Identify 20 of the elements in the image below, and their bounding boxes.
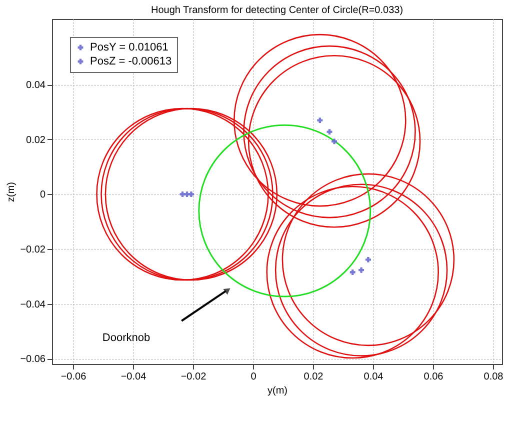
y-tick-label: 0 bbox=[40, 190, 46, 201]
x-tick-label: 0.02 bbox=[304, 372, 324, 382]
x-tick-label: 0.06 bbox=[424, 372, 444, 382]
x-tick-label: 0.04 bbox=[364, 372, 384, 382]
legend-label: PosY = 0.01061 bbox=[90, 42, 168, 54]
y-tick-label: −0.06 bbox=[20, 354, 46, 366]
y-tick-label: −0.04 bbox=[20, 299, 46, 310]
x-tick-label: 0.08 bbox=[484, 372, 504, 382]
x-tick-label: −0.06 bbox=[60, 372, 87, 382]
x-tick-label: −0.02 bbox=[180, 372, 207, 382]
y-tick-label: 0.04 bbox=[26, 80, 46, 92]
annotation: Doorknob bbox=[102, 332, 150, 344]
y-tick-label: −0.02 bbox=[20, 244, 46, 256]
legend-label: PosZ = -0.00613 bbox=[90, 56, 172, 68]
y-axis-title: z(m) bbox=[6, 182, 18, 202]
y-tick-label: 0.02 bbox=[26, 134, 46, 146]
x-tick-label: −0.04 bbox=[120, 372, 147, 382]
x-tick-label: 0 bbox=[250, 372, 257, 382]
x-axis-title: y(m) bbox=[268, 386, 288, 396]
chart-title: Hough Transform for detecting Center of Circle(R=0.033) bbox=[150, 5, 404, 16]
